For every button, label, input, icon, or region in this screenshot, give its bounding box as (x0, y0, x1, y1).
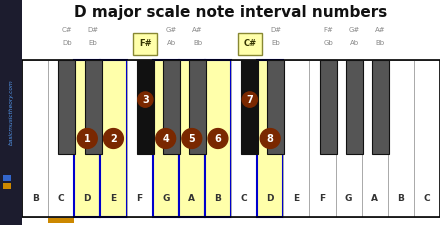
Text: 7: 7 (246, 94, 253, 105)
Bar (100, 60, 127, 217)
Text: C: C (424, 194, 430, 203)
Text: Gb: Gb (323, 40, 333, 46)
Text: Ab: Ab (350, 40, 359, 46)
Bar (59, 60, 75, 154)
Text: D major scale note interval numbers: D major scale note interval numbers (74, 5, 388, 20)
Text: F: F (136, 194, 143, 203)
Bar (320, 60, 337, 154)
Bar (22, 60, 440, 217)
Circle shape (182, 128, 202, 148)
Text: D: D (84, 194, 91, 203)
Bar (335, 60, 362, 217)
Circle shape (242, 92, 257, 107)
Text: Eb: Eb (271, 40, 280, 46)
Bar (283, 60, 309, 217)
Text: G: G (345, 194, 352, 203)
Circle shape (208, 128, 228, 148)
Text: C#: C# (62, 27, 72, 33)
Text: D: D (267, 194, 274, 203)
Text: 6: 6 (215, 133, 221, 144)
Text: 2: 2 (110, 133, 117, 144)
Bar (127, 60, 153, 217)
Bar (346, 60, 363, 154)
Bar (179, 60, 205, 217)
Text: basicmusictheory.com: basicmusictheory.com (8, 80, 14, 145)
Text: E: E (110, 194, 117, 203)
Bar (388, 60, 414, 217)
Text: G: G (162, 194, 169, 203)
Bar (372, 60, 389, 154)
Bar (153, 60, 179, 217)
Text: A#: A# (375, 27, 386, 33)
Text: 8: 8 (267, 133, 274, 144)
Text: Eb: Eb (89, 40, 97, 46)
FancyBboxPatch shape (238, 33, 262, 55)
Bar (137, 60, 154, 154)
Text: Bb: Bb (193, 40, 202, 46)
Circle shape (260, 128, 280, 148)
Bar (0, 0, 22, 225)
Bar (205, 60, 231, 217)
Text: E: E (293, 194, 299, 203)
Text: A#: A# (192, 27, 203, 33)
Bar (22, 60, 48, 217)
Text: G#: G# (166, 27, 177, 33)
Bar (268, 60, 284, 154)
Bar (362, 60, 388, 217)
Text: 4: 4 (162, 133, 169, 144)
Text: 3: 3 (142, 94, 149, 105)
Text: A: A (188, 194, 195, 203)
Circle shape (77, 128, 97, 148)
Circle shape (156, 128, 176, 148)
Text: C: C (241, 194, 247, 203)
Bar (3, 183, 11, 189)
Bar (241, 60, 258, 154)
Bar (48, 60, 74, 217)
Bar (3, 175, 11, 181)
Circle shape (103, 128, 123, 148)
Text: G#: G# (348, 27, 360, 33)
Text: D#: D# (270, 27, 282, 33)
Text: B: B (32, 194, 39, 203)
Text: F: F (319, 194, 326, 203)
Text: Bb: Bb (376, 40, 385, 46)
Bar (74, 60, 100, 217)
Text: Db: Db (62, 40, 72, 46)
Text: C#: C# (243, 39, 257, 48)
Bar (189, 60, 206, 154)
Bar (163, 60, 180, 154)
Circle shape (138, 92, 153, 107)
Text: 5: 5 (188, 133, 195, 144)
Text: F#: F# (323, 27, 333, 33)
Text: 1: 1 (84, 133, 91, 144)
Text: C: C (58, 194, 65, 203)
Bar (231, 60, 257, 217)
Bar (414, 60, 440, 217)
Text: D#: D# (88, 27, 99, 33)
Text: B: B (215, 194, 221, 203)
Bar (309, 60, 335, 217)
Text: F#: F# (139, 39, 152, 48)
Text: B: B (397, 194, 404, 203)
Bar (84, 60, 102, 154)
Bar (48, 218, 74, 223)
Text: Ab: Ab (167, 40, 176, 46)
Bar (257, 60, 283, 217)
Text: A: A (371, 194, 378, 203)
FancyBboxPatch shape (133, 33, 158, 55)
